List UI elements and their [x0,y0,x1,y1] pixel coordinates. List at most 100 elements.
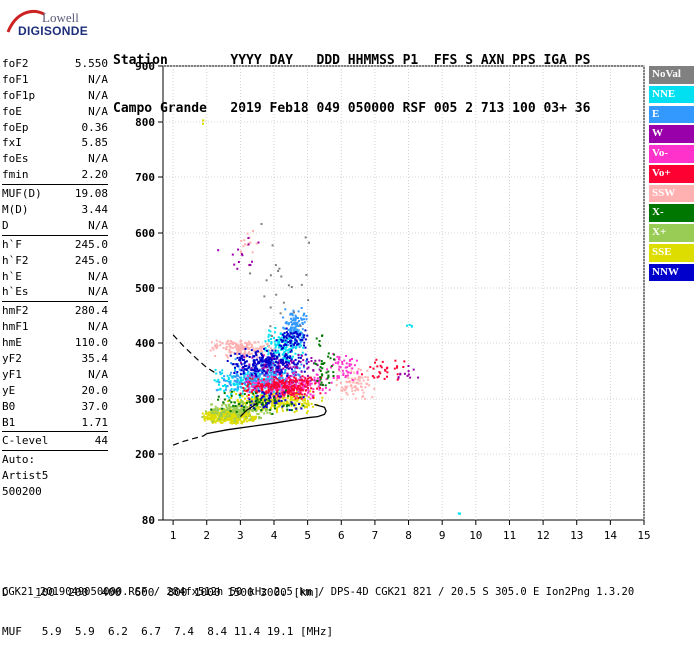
data-point-vo- [277,373,280,376]
data-point-ssw [227,343,230,346]
param-name: fxI [2,136,22,150]
data-point-x+ [234,409,237,412]
data-point-sse [266,400,269,402]
data-point-nnw [253,403,256,406]
data-point-vo- [325,378,328,381]
data-point-x+ [238,405,241,408]
data-point-vo+ [243,389,246,392]
data-point-nnw [260,403,263,406]
data-point-e [292,317,295,320]
data-point-nnw [265,403,268,406]
data-point-x+ [214,405,217,408]
data-point-vo+ [381,360,384,363]
data-point-e [262,382,265,385]
data-point-w [247,237,250,239]
data-point-nnw [276,361,279,364]
data-point-sse [306,403,309,406]
data-point-noval [271,335,273,338]
data-point-nne [230,388,233,390]
data-point-x- [268,399,271,402]
data-point-x- [269,408,272,411]
data-point-sse [243,420,246,423]
data-point-nnw [263,393,266,396]
data-point-w [277,363,280,366]
data-point-nne [260,377,263,380]
data-point-sse [241,395,244,398]
data-point-nnw [283,355,286,358]
data-point-nne [288,360,291,363]
data-point-nnw [236,365,239,368]
data-point-nnw [293,335,296,338]
param-name: C-level [2,434,49,448]
data-point-vo- [338,368,340,371]
data-point-nnw [268,394,271,397]
data-point-e [302,314,305,317]
data-point-nnw [270,354,273,357]
x-tick-label: 12 [536,529,549,542]
data-point-vo+ [289,393,292,396]
data-point-ssw [241,348,244,351]
data-point-sse [279,404,282,407]
data-point-vo+ [296,380,299,383]
data-point-e [274,373,277,375]
data-point-ssw [242,347,245,349]
data-point-nnw [287,367,290,370]
data-point-nnw [281,358,284,361]
data-point-x- [320,360,323,363]
data-point-ssw [354,377,357,380]
param-name: foF2 [2,57,29,70]
data-point-nnw [275,361,278,364]
data-point-vo+ [380,366,383,369]
data-point-sse [283,396,286,399]
data-point-ssw [246,232,249,235]
data-point-nne [261,381,264,383]
data-point-w [297,354,300,356]
data-point-vo+ [369,366,372,369]
data-point-ssw [359,375,362,378]
data-point-sse [230,396,233,399]
param-name: B1 [2,415,16,429]
data-point-nnw [277,399,280,402]
data-point-e [294,330,296,332]
data-point-vo+ [257,378,260,381]
data-point-nnw [306,334,309,337]
data-point-x- [271,412,274,415]
param-row: hmF2 280.4 [2,303,108,319]
data-point-e [298,367,301,370]
legend-item: X- [649,204,694,223]
data-point-sse [217,414,220,417]
data-point-e [291,326,294,329]
data-point-nne [286,359,289,362]
data-point-nnw [280,361,283,364]
data-point-e [265,377,268,380]
x-tick-label: 5 [304,529,311,542]
data-point-nne [255,383,258,386]
data-point-vo+ [281,393,284,396]
data-point-x- [222,401,225,404]
data-point-sse [301,403,304,405]
data-point-x+ [221,404,224,407]
data-point-sse [304,399,306,402]
data-point-e [285,321,288,323]
data-point-vo- [291,379,294,381]
profile-mid [239,402,258,418]
data-point-nnw [252,361,255,363]
data-point-vo+ [402,366,405,368]
data-point-e [301,333,304,336]
data-point-nnw [280,399,283,402]
data-point-vo- [305,394,308,397]
data-point-sse [290,404,293,407]
data-point-nnw [275,402,278,405]
data-point-vo- [302,387,305,390]
polarization-legend: NoVal NNE E W Vo- Vo+ SSW X- X+ SSE NNW [649,66,694,284]
data-point-nnw [262,395,265,398]
data-point-e [295,316,297,318]
data-point-e [259,373,262,376]
data-point-ssw [335,384,338,387]
data-point-ssw [261,346,264,349]
data-point-vo- [298,390,301,393]
data-point-nne [213,379,216,382]
data-point-sse [301,399,304,402]
data-point-sse [203,419,206,422]
data-point-w [299,376,302,379]
